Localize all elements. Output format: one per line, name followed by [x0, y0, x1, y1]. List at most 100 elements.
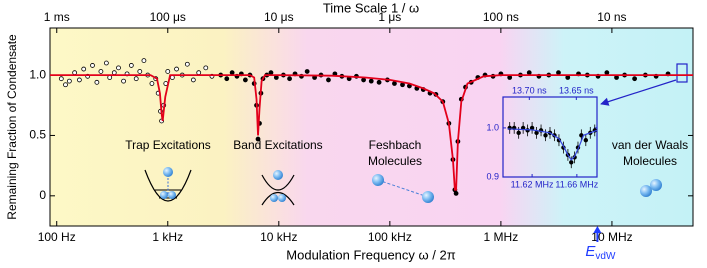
open-point: [190, 77, 196, 83]
atom: [160, 191, 168, 199]
band: [261, 191, 295, 206]
atom: [273, 170, 283, 180]
open-point: [90, 63, 95, 68]
x-tick-label: 100 Hz: [38, 230, 76, 244]
open-point: [98, 69, 104, 74]
open-point: [76, 77, 82, 83]
x-tick-label: 11.62 MHz: [511, 179, 554, 189]
point: [569, 160, 574, 165]
marker-arrowhead: [593, 226, 602, 233]
y-tick-label: 0.5: [29, 128, 46, 142]
point: [526, 70, 532, 76]
open-point: [94, 79, 100, 85]
point: [242, 77, 248, 83]
inset: 11.62 MHz 11.66 MHz 13.70 ns 13.65 ns 0.9 1.0: [486, 85, 598, 189]
x2-tick-label: 1 ms: [44, 10, 70, 24]
y-tick-label: 0: [39, 188, 46, 202]
point: [273, 75, 279, 80]
x2-tick-label: 13.70 ns: [512, 85, 547, 95]
fit-line: [50, 74, 693, 191]
open-point: [58, 76, 64, 82]
point: [529, 125, 535, 131]
open-point: [128, 63, 134, 68]
y-axis-title: Remaining Fraction of Condensate: [5, 34, 19, 220]
point: [376, 79, 382, 85]
zoom-arrow: [600, 79, 677, 106]
point: [543, 133, 548, 138]
trap-potential: [144, 169, 192, 202]
plot-background: [50, 28, 693, 226]
atom: [168, 191, 176, 199]
zoom-box: [676, 63, 688, 83]
plot-frame: [49, 27, 694, 227]
open-point: [165, 69, 171, 74]
atom: [372, 174, 384, 186]
x-tick-label: 10 MHz: [591, 230, 632, 244]
atom: [278, 194, 286, 202]
open-point: [184, 61, 190, 67]
open-point: [72, 70, 78, 76]
atom: [163, 167, 173, 177]
open-point: [174, 66, 179, 72]
band: [261, 174, 295, 191]
x2-tick-label: 10 μs: [264, 10, 294, 24]
atom: [650, 179, 662, 191]
point: [368, 78, 374, 84]
atom: [422, 191, 434, 203]
point: [534, 130, 539, 136]
open-point: [81, 66, 87, 72]
annotation: Band Excitations: [233, 138, 322, 152]
annotation: van der Waals: [612, 138, 688, 152]
marker-subscript: vdW: [595, 251, 616, 262]
top-axis-title: Time Scale 1 / ω: [323, 0, 419, 15]
x-tick-label: 1 kHz: [152, 230, 183, 244]
x-axis-title: Modulation Frequency ω / 2π: [286, 247, 455, 262]
open-point: [141, 58, 147, 63]
point: [583, 137, 589, 143]
open-point: [203, 65, 209, 71]
point: [507, 75, 513, 80]
illustrations: [144, 63, 688, 206]
annotation: Molecules: [623, 154, 677, 168]
atom: [640, 185, 652, 197]
fit-line: [507, 128, 598, 161]
x-tick-label: 11.66 MHz: [555, 179, 598, 189]
point: [361, 77, 366, 83]
x-tick-label: 100 kHz: [368, 230, 412, 244]
open-point: [169, 75, 175, 80]
x2-tick-label: 100 ns: [483, 10, 519, 24]
point: [453, 191, 459, 196]
x2-tick-label: 100 μs: [150, 10, 186, 24]
open-point: [149, 81, 155, 86]
x2-tick-label: 13.65 ns: [559, 85, 594, 95]
point: [229, 70, 235, 76]
open-point: [116, 65, 121, 71]
point: [604, 70, 610, 76]
point: [516, 130, 521, 136]
bond: [377, 179, 429, 198]
point: [392, 81, 397, 86]
y-tick-label: 1.0: [486, 122, 499, 132]
open-point: [133, 76, 139, 82]
point: [632, 76, 638, 82]
open-point: [196, 70, 202, 76]
open-point: [107, 75, 113, 80]
x-tick-label: 10 kHz: [260, 230, 297, 244]
open-point: [66, 78, 72, 84]
open-point: [63, 82, 68, 88]
point: [326, 77, 331, 83]
open-point: [137, 69, 143, 74]
marker-label: EvdW: [585, 243, 616, 262]
point: [255, 136, 261, 142]
point: [268, 70, 274, 76]
x-tick-label: 1 MHz: [484, 230, 519, 244]
point: [224, 76, 230, 82]
point: [614, 75, 619, 80]
open-point: [103, 60, 109, 66]
x2-tick-label: 1 μs: [378, 10, 401, 24]
point: [565, 75, 571, 80]
y-tick-label: 0.9: [486, 171, 499, 181]
annotation: Trap Excitations: [125, 138, 211, 152]
y-tick-label: 1.0: [29, 67, 46, 81]
